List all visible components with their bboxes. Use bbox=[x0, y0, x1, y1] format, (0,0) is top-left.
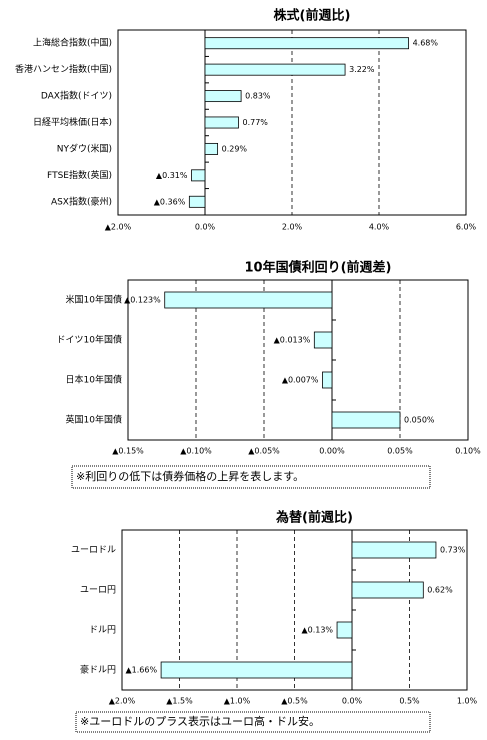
value-label: ▲0.007% bbox=[282, 376, 319, 385]
chart-title: 10年国債利回り(前週差) bbox=[245, 260, 392, 276]
x-tick-label: 0.0% bbox=[195, 223, 216, 232]
bar bbox=[191, 169, 206, 182]
category-label: 米国10年国債 bbox=[66, 294, 122, 306]
bar bbox=[204, 37, 409, 50]
x-tick-label: 2.0% bbox=[282, 223, 303, 232]
note: ※ユーロドルのプラス表示はユーロ高・ドル安。 bbox=[80, 714, 320, 728]
category-label: ユーロドル bbox=[71, 546, 116, 556]
category-label: ドル円 bbox=[89, 625, 116, 636]
category-label: ユーロ円 bbox=[80, 585, 116, 596]
bar bbox=[204, 116, 239, 129]
category-label: 豪ドル円 bbox=[80, 664, 116, 676]
x-tick-label: 6.0% bbox=[456, 223, 477, 232]
x-tick-label: 1.0% bbox=[457, 697, 478, 706]
category-label: DAX指数(ドイツ) bbox=[41, 90, 112, 102]
value-label: ▲0.36% bbox=[154, 197, 186, 206]
category-label: FTSE指数(英国) bbox=[47, 169, 112, 181]
bar bbox=[351, 581, 424, 599]
value-label: 0.77% bbox=[242, 118, 268, 127]
value-label: 0.83% bbox=[245, 92, 271, 101]
x-tick-label: ▲0.05% bbox=[248, 447, 280, 456]
bar bbox=[351, 541, 437, 559]
value-label: ▲0.31% bbox=[156, 171, 188, 180]
x-tick-label: ▲0.10% bbox=[180, 447, 212, 456]
x-tick-label: ▲0.5% bbox=[281, 697, 308, 706]
value-label: 0.29% bbox=[222, 144, 248, 153]
bar bbox=[160, 661, 353, 679]
bar bbox=[164, 291, 333, 309]
chart-title: 為替(前週比) bbox=[276, 510, 353, 526]
bar bbox=[204, 63, 346, 76]
note-box bbox=[71, 465, 431, 489]
bar bbox=[188, 195, 206, 208]
x-tick-label: 0.5% bbox=[399, 697, 420, 706]
x-tick-label: 4.0% bbox=[369, 223, 390, 232]
bar bbox=[322, 371, 333, 389]
x-tick-label: 0.10% bbox=[455, 447, 481, 456]
category-label: 香港ハンセン指数(中国) bbox=[15, 63, 112, 75]
category-label: ASX指数(豪州) bbox=[51, 195, 112, 207]
value-label: 0.050% bbox=[404, 416, 435, 425]
bar bbox=[336, 621, 353, 639]
value-label: 0.73% bbox=[440, 546, 466, 555]
x-tick-label: ▲1.5% bbox=[166, 697, 193, 706]
x-tick-label: ▲1.0% bbox=[224, 697, 251, 706]
value-label: 0.62% bbox=[427, 586, 453, 595]
category-label: ドイツ10年国債 bbox=[57, 334, 122, 346]
category-label: 英国10年国債 bbox=[66, 414, 122, 426]
bar bbox=[331, 411, 401, 429]
category-label: 日本10年国債 bbox=[66, 374, 122, 386]
x-tick-label: 0.0% bbox=[342, 697, 363, 706]
x-tick-label: ▲0.15% bbox=[112, 447, 144, 456]
x-tick-label: 0.05% bbox=[387, 447, 413, 456]
bar bbox=[313, 331, 333, 349]
bar bbox=[204, 90, 242, 103]
x-tick-label: ▲2.0% bbox=[105, 223, 132, 232]
note-box bbox=[75, 711, 431, 733]
value-label: ▲0.013% bbox=[274, 336, 311, 345]
x-tick-label: 0.00% bbox=[319, 447, 345, 456]
value-label: 3.22% bbox=[349, 65, 375, 74]
category-label: 日経平均株価(日本) bbox=[33, 116, 112, 128]
category-label: 上海総合指数(中国) bbox=[33, 37, 112, 49]
value-label: ▲0.13% bbox=[301, 626, 333, 635]
value-label: ▲1.66% bbox=[126, 666, 158, 675]
chart-title: 株式(前週比) bbox=[274, 8, 351, 24]
value-label: 4.68% bbox=[413, 39, 439, 48]
x-tick-label: ▲2.0% bbox=[109, 697, 136, 706]
value-label: ▲0.123% bbox=[124, 296, 161, 305]
bar bbox=[204, 142, 219, 155]
category-label: NYダウ(米国) bbox=[57, 142, 112, 154]
note: ※利回りの低下は債券価格の上昇を表します。 bbox=[76, 469, 304, 483]
